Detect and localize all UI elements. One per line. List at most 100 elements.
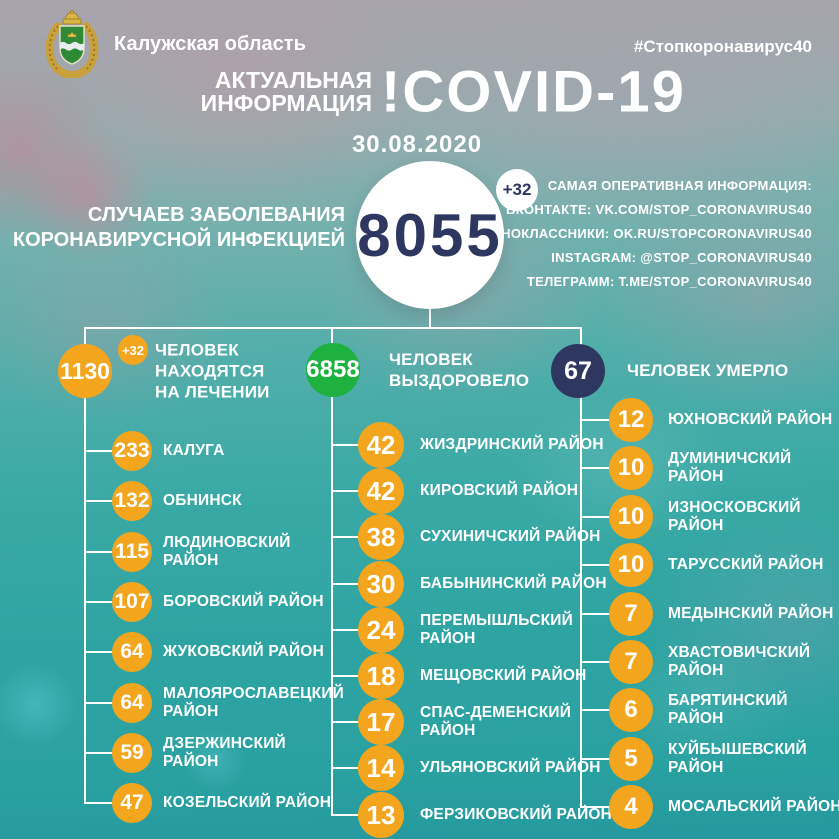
deaths-label: ЧЕЛОВЕК УМЕРЛО [627,361,789,380]
in-treatment-value: 1130 [60,357,110,384]
deaths-circle: 67 [551,344,605,398]
title-actual-info: АКТУАЛЬНАЯ ИНФОРМАЦИЯ [200,67,372,116]
district-count-badge: 64 [112,683,152,723]
district-label: КУЙБЫШЕВСКИЙ РАЙОН [668,741,807,776]
connector-row-tick [85,802,132,804]
connector-row-tick [332,767,381,769]
region-name: Калужская область [114,33,306,55]
connector-row-tick [85,450,132,452]
district-label: ДУМИНИЧСКИЙ РАЙОН [668,450,792,485]
district-count-badge: 132 [112,481,152,521]
district-label: БАРЯТИНСКИЙ РАЙОН [668,692,788,727]
connector-row-tick [581,661,631,663]
district-label: БОРОВСКИЙ РАЙОН [163,593,324,610]
district-label: ПЕРЕМЫШЛЬСКИЙ РАЙОН [420,612,573,647]
district-count-badge: 42 [358,422,404,468]
district-count-badge: 233 [112,431,152,471]
in-treatment-circle: 1130 [58,344,112,398]
connector-row-tick [332,583,381,585]
connector-row-tick [85,551,132,553]
connector-row-tick [581,758,631,760]
district-label: БАБЫНИНСКИЙ РАЙОН [420,575,607,592]
title-covid19: !COVID-19 [381,59,686,125]
district-count-badge: 47 [112,783,152,823]
district-count-badge: 42 [358,468,404,514]
report-date: 30.08.2020 [351,131,483,158]
connector-root-drop [429,305,431,329]
district-count-badge: 38 [358,514,404,560]
connector-row-tick [332,814,381,816]
total-cases-value: 8055 [357,201,503,269]
district-label: ЛЮДИНОВСКИЙ РАЙОН [163,534,291,569]
social-instagram: INSTAGRAM: @STOP_CORONAVIRUS40 [551,250,812,265]
connector-row-tick [332,536,381,538]
connector-row-tick [332,675,381,677]
connector-column-spine [580,327,582,809]
in-treatment-label: ЧЕЛОВЕК НАХОДЯТСЯ НА ЛЕЧЕНИИ [155,340,270,402]
connector-row-tick [332,490,381,492]
district-count-badge: 64 [112,632,152,672]
district-label: КИРОВСКИЙ РАЙОН [420,482,579,499]
district-label: ХВАСТОВИЧСКИЙ РАЙОН [668,644,811,679]
total-cases-circle: 8055 [356,161,504,309]
connector-row-tick [85,752,132,754]
connector-bus [84,327,582,329]
district-count-badge: 5 [609,737,653,781]
district-label: ФЕРЗИКОВСКИЙ РАЙОН [420,806,613,823]
district-count-badge: 30 [358,561,404,607]
district-count-badge: 4 [609,785,653,829]
recovered-label: ЧЕЛОВЕК ВЫЗДОРОВЕЛО [389,350,530,390]
district-label: УЛЬЯНОВСКИЙ РАЙОН [420,759,601,776]
district-count-badge: 10 [609,543,653,587]
district-count-badge: 59 [112,733,152,773]
connector-column-spine [331,327,333,816]
connector-column-spine [84,327,86,805]
connector-row-tick [332,444,381,446]
kaluga-coat-of-arms-icon [45,10,99,78]
in-treatment-delta-badge: +32 [118,335,148,365]
district-label: МЕЩОВСКИЙ РАЙОН [420,667,587,684]
district-count-badge: 6 [609,688,653,732]
district-count-badge: 14 [358,745,404,791]
district-label: ОБНИНСК [163,492,242,509]
social-links: САМАЯ ОПЕРАТИВНАЯ ИНФОРМАЦИЯ: ВКОНТАКТЕ:… [481,174,812,294]
district-label: МЕДЫНСКИЙ РАЙОН [668,605,834,622]
total-cases-delta-badge: +32 [496,169,538,211]
district-count-badge: 115 [112,532,152,572]
district-label: ТАРУССКИЙ РАЙОН [668,556,824,573]
social-vk: ВКОНТАКТЕ: VK.COM/STOP_CORONAVIRUS40 [506,202,812,217]
district-count-badge: 7 [609,640,653,684]
district-count-badge: 17 [358,699,404,745]
connector-row-tick [581,564,631,566]
connector-row-tick [581,419,631,421]
district-label: КАЛУГА [163,442,225,459]
deaths-value: 67 [564,356,592,385]
district-count-badge: 13 [358,792,404,838]
connector-row-tick [85,601,132,603]
district-label: СУХИНИЧСКИЙ РАЙОН [420,528,601,545]
district-label: ЖИЗДРИНСКИЙ РАЙОН [420,436,604,453]
district-label: МОСАЛЬСКИЙ РАЙОН [668,798,839,815]
district-label: СПАС-ДЕМЕНСКИЙ РАЙОН [420,704,572,739]
in-treatment-delta: +32 [121,342,145,358]
connector-row-tick [85,702,132,704]
hashtag: #Стопкоронавирус40 [633,37,812,56]
connector-row-tick [332,629,381,631]
district-count-badge: 10 [609,446,653,490]
district-count-badge: 10 [609,495,653,539]
district-count-badge: 7 [609,592,653,636]
district-count-badge: 24 [358,607,404,653]
connector-row-tick [85,500,132,502]
district-count-badge: 107 [112,582,152,622]
district-label: ЮХНОВСКИЙ РАЙОН [668,411,833,428]
social-heading: САМАЯ ОПЕРАТИВНАЯ ИНФОРМАЦИЯ: [547,178,812,193]
total-cases-label: СЛУЧАЕВ ЗАБОЛЕВАНИЯ КОРОНАВИРУСНОЙ ИНФЕК… [12,204,345,251]
district-label: МАЛОЯРОСЛАВЕЦКИЙ РАЙОН [163,685,345,720]
connector-row-tick [85,651,132,653]
connector-row-tick [581,709,631,711]
district-label: КОЗЕЛЬСКИЙ РАЙОН [163,794,332,811]
social-telegram: ТЕЛЕГРАММ: T.ME/STOP_CORONAVIRUS40 [526,274,812,289]
social-ok: ОДНОКЛАССНИКИ: OK.RU/STOPCORONAVIRUS40 [481,226,812,241]
district-label: ИЗНОСКОВСКИЙ РАЙОН [668,499,801,534]
